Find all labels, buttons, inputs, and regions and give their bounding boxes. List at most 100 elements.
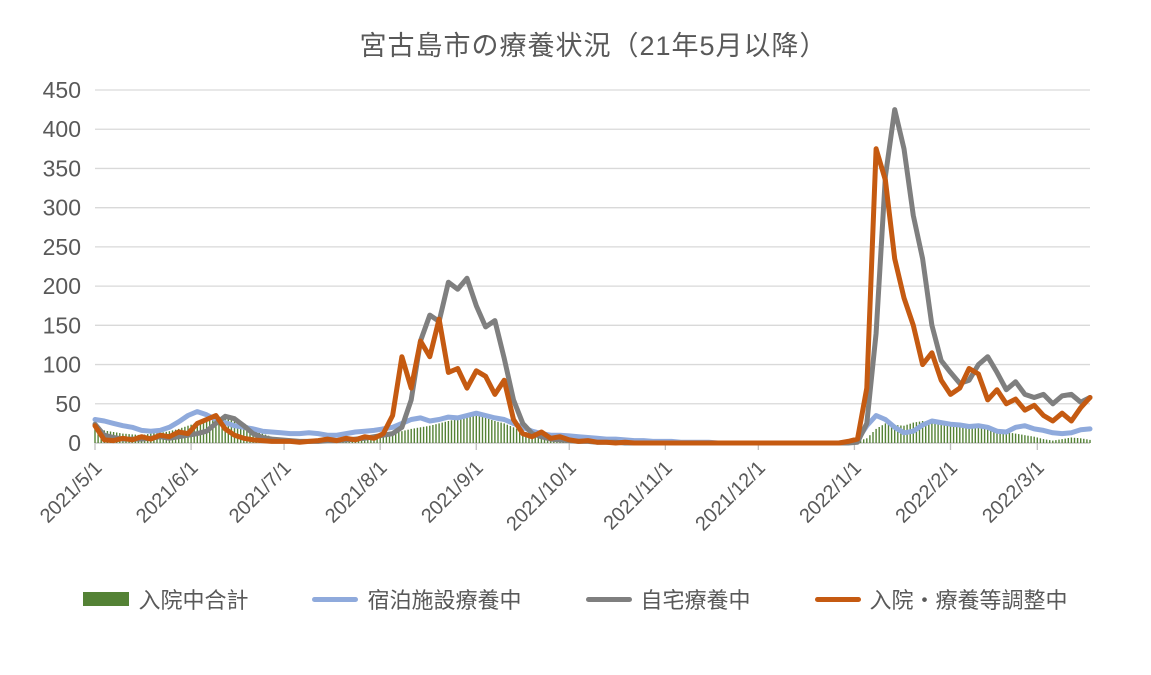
x-axis-label: 2022/1/1	[795, 457, 866, 528]
bar-hospitalized-total	[996, 428, 998, 443]
bar-hospitalized-total	[962, 426, 964, 443]
bar-hospitalized-total	[1018, 434, 1020, 443]
bar-hospitalized-total	[243, 423, 245, 443]
bar-hospitalized-total	[401, 431, 403, 443]
x-axis-label: 2021/12/1	[691, 457, 769, 535]
bar-hospitalized-total	[422, 426, 425, 443]
y-axis-label: 300	[43, 195, 81, 221]
bar-hospitalized-total	[1030, 436, 1032, 443]
bar-hospitalized-total	[1080, 438, 1082, 443]
bar-hospitalized-total	[1014, 433, 1017, 443]
bar-hospitalized-total	[881, 425, 883, 443]
bar-hospitalized-total	[236, 420, 239, 443]
bar-hospitalized-total	[460, 418, 462, 443]
x-axis-label: 2021/5/1	[36, 457, 107, 528]
bar-hospitalized-total	[1045, 439, 1048, 443]
bar-hospitalized-total	[983, 425, 986, 443]
bar-hospitalized-total	[444, 421, 446, 443]
bar-hospitalized-total	[1086, 439, 1088, 443]
bar-hospitalized-total	[469, 416, 471, 443]
bar-hospitalized-total	[94, 428, 96, 443]
home-care-line-swatch-icon	[585, 596, 632, 602]
bar-hospitalized-total	[438, 423, 440, 443]
bar-hospitalized-total	[447, 421, 450, 443]
bar-hospitalized-total	[921, 421, 924, 443]
plot-area: 0 50 100 150 200 250 300 350 400 450 2021/5/1 2021/…	[36, 77, 1093, 535]
bar-hospitalized-total	[1064, 438, 1066, 443]
y-axis-label: 200	[43, 273, 81, 299]
bar-hospitalized-total	[1058, 439, 1060, 443]
bar-hospitalized-total	[987, 425, 989, 443]
bar-hospitalized-total	[215, 417, 217, 443]
legend-label: 入院中合計	[138, 588, 249, 613]
x-axis-label: 2022/3/1	[978, 457, 1049, 528]
bar-hospitalized-total	[928, 421, 930, 443]
bar-hospitalized-total	[890, 424, 893, 443]
bar-hospitalized-total	[463, 417, 465, 443]
bar-hospitalized-total	[915, 422, 918, 443]
y-axis-label: 250	[43, 234, 81, 260]
bar-hospitalized-total	[435, 424, 437, 443]
hospitalized-total-bar-swatch-icon	[83, 592, 130, 606]
bar-hospitalized-total	[894, 425, 896, 443]
bar-hospitalized-total	[863, 439, 865, 443]
bar-hospitalized-total	[1005, 432, 1007, 443]
bar-hospitalized-total	[506, 424, 508, 443]
bar-hospitalized-total	[515, 428, 518, 443]
bar-hospitalized-total	[1011, 433, 1014, 443]
bar-hospitalized-total	[388, 434, 391, 443]
bar-hospitalized-total	[993, 427, 995, 443]
bar-hospitalized-total	[379, 435, 381, 443]
bar-hospitalized-total	[1024, 435, 1026, 443]
bar-hospitalized-total	[500, 422, 502, 443]
x-axis-label: 2021/10/1	[502, 457, 580, 535]
bar-hospitalized-total	[1049, 440, 1051, 443]
bar-hospitalized-total	[233, 419, 236, 443]
bar-hospitalized-total	[534, 434, 536, 443]
x-axis-label: 2022/2/1	[891, 457, 962, 528]
bar-hospitalized-total	[937, 423, 939, 443]
bar-hospitalized-total	[999, 429, 1001, 443]
x-axis-label: 2021/7/1	[225, 457, 296, 528]
bar-hospitalized-total	[897, 425, 899, 443]
bar-hospitalized-total	[249, 427, 251, 443]
hotel-care-line-swatch-icon	[312, 596, 359, 602]
bar-hospitalized-total	[931, 421, 933, 443]
legend-item-adjustment-pending: 入院・療養等調整中	[814, 583, 1068, 615]
bar-hospitalized-total	[441, 422, 443, 443]
y-axis-label: 150	[43, 312, 81, 338]
x-axis-label: 2021/9/1	[417, 457, 488, 528]
bar-hospitalized-total	[407, 429, 409, 443]
bar-hospitalized-total	[395, 432, 397, 443]
bar-hospitalized-total	[382, 435, 384, 443]
y-axis-label: 400	[43, 116, 81, 142]
y-axis-label: 100	[43, 352, 81, 378]
bar-hospitalized-total	[212, 417, 214, 443]
bar-hospitalized-total	[429, 425, 431, 443]
bar-hospitalized-total	[980, 424, 983, 443]
bar-hospitalized-total	[413, 428, 415, 443]
y-axis-label: 50	[55, 391, 81, 417]
bar-hospitalized-total	[869, 435, 871, 443]
bar-hospitalized-total	[1076, 438, 1079, 443]
chart-legend: 入院中合計 宿泊施設療養中 自宅療養中 入院・療養等調整中	[0, 583, 1151, 615]
bar-hospitalized-total	[1042, 439, 1045, 443]
bar-hospitalized-total	[878, 427, 880, 443]
bar-hospitalized-total	[1021, 434, 1023, 443]
bar-hospitalized-total	[416, 427, 419, 443]
bar-hospitalized-total	[221, 416, 223, 443]
y-axis-label: 350	[43, 155, 81, 181]
series-line-home-care	[92, 107, 1093, 446]
bar-hospitalized-total	[952, 423, 955, 443]
legend-item-home-care: 自宅療養中	[585, 583, 751, 615]
bar-hospitalized-total	[949, 422, 952, 443]
legend-label: 入院・療養等調整中	[869, 588, 1068, 613]
bar-hospitalized-total	[1073, 437, 1076, 443]
bar-hospitalized-total	[1061, 439, 1063, 443]
bar-hospitalized-total	[497, 421, 499, 443]
bar-hospitalized-total	[875, 428, 877, 443]
bar-hospitalized-total	[1036, 437, 1038, 443]
chart-title: 宮古島市の療養状況（21年5月以降）	[359, 31, 828, 61]
bar-hospitalized-total	[391, 433, 394, 443]
